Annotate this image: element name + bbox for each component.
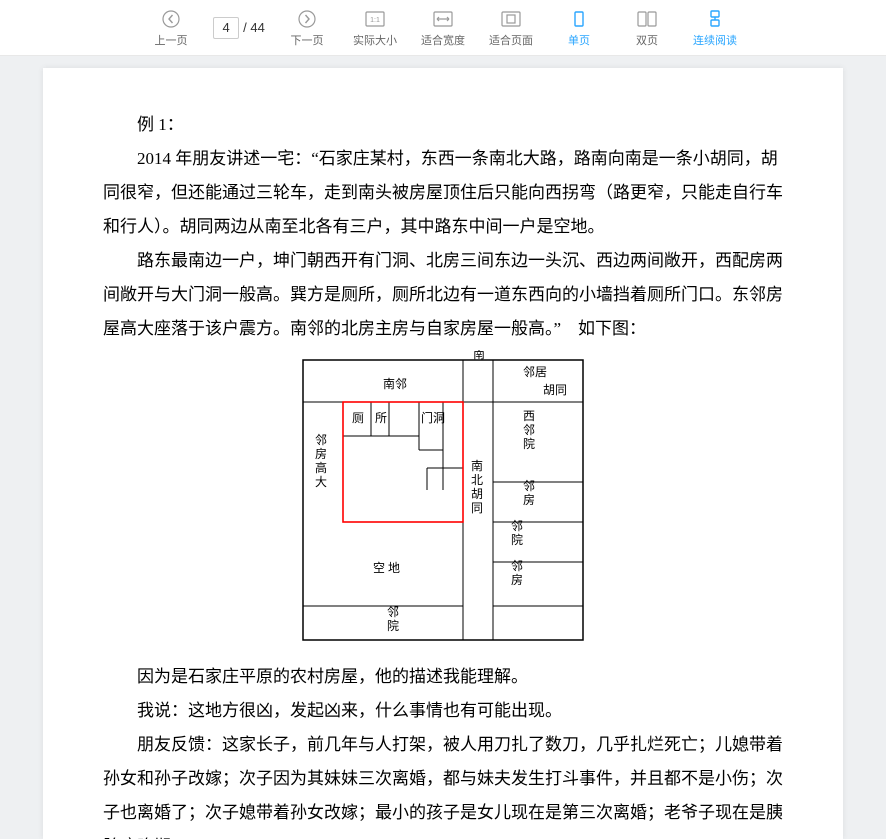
fit-width-label: 适合宽度 bbox=[421, 32, 465, 48]
svg-text:邻: 邻 bbox=[523, 479, 535, 493]
svg-text:所: 所 bbox=[375, 411, 387, 425]
svg-text:同: 同 bbox=[471, 501, 483, 515]
single-page-icon bbox=[568, 8, 590, 30]
svg-text:院: 院 bbox=[387, 619, 399, 633]
double-page-button[interactable]: 双页 bbox=[617, 4, 677, 52]
document-page: 例 1： 2014 年朋友讲述一宅：“石家庄某村，东西一条南北大路，路南向南是一… bbox=[43, 68, 843, 839]
paragraph-body: 我说：这地方很凶，发起凶来，什么事情也有可能出现。 bbox=[103, 694, 783, 728]
document-viewport[interactable]: 例 1： 2014 年朋友讲述一宅：“石家庄某村，东西一条南北大路，路南向南是一… bbox=[0, 56, 886, 839]
next-page-label: 下一页 bbox=[291, 32, 324, 48]
svg-text:邻: 邻 bbox=[511, 559, 523, 573]
single-page-button[interactable]: 单页 bbox=[549, 4, 609, 52]
svg-text:邻: 邻 bbox=[511, 519, 523, 533]
svg-text:院: 院 bbox=[511, 533, 523, 547]
chevron-left-icon bbox=[161, 8, 181, 30]
svg-text:大: 大 bbox=[315, 475, 327, 489]
actual-size-label: 实际大小 bbox=[353, 32, 397, 48]
total-pages-label: / 44 bbox=[243, 20, 265, 35]
fit-page-icon bbox=[500, 8, 522, 30]
reader-toolbar: 上一页 4 / 44 下一页 1:1 实际大小 适合宽度 适合页面 单页 bbox=[0, 0, 886, 56]
svg-text:南: 南 bbox=[473, 350, 485, 361]
paragraph-body: 2014 年朋友讲述一宅：“石家庄某村，东西一条南北大路，路南向南是一条小胡同，… bbox=[103, 142, 783, 244]
svg-text:邻居: 邻居 bbox=[523, 365, 547, 379]
floorplan-svg: 南南邻邻居胡同厕所门洞邻房高大西邻院南北胡同邻房邻院邻房空 地邻院 bbox=[293, 350, 593, 650]
fit-page-label: 适合页面 bbox=[489, 32, 533, 48]
fit-width-icon bbox=[432, 8, 454, 30]
svg-text:西: 西 bbox=[523, 409, 535, 423]
svg-text:1:1: 1:1 bbox=[370, 17, 380, 24]
svg-text:南: 南 bbox=[471, 458, 483, 473]
double-page-label: 双页 bbox=[636, 32, 658, 48]
continuous-button[interactable]: 连续阅读 bbox=[685, 4, 745, 52]
svg-text:邻: 邻 bbox=[387, 605, 399, 619]
single-page-label: 单页 bbox=[568, 32, 590, 48]
paragraph-body: 朋友反馈：这家长子，前几年与人打架，被人用刀扎了数刀，几乎扎烂死亡；儿媳带着孙女… bbox=[103, 728, 783, 839]
svg-text:厕: 厕 bbox=[352, 411, 364, 425]
svg-text:胡同: 胡同 bbox=[543, 383, 567, 397]
paragraph-body: 因为是石家庄平原的农村房屋，他的描述我能理解。 bbox=[103, 660, 783, 694]
svg-text:房: 房 bbox=[523, 492, 535, 507]
paragraph-body: 路东最南边一户，坤门朝西开有门洞、北房三间东边一头沉、西边两间敞开，西配房两间敞… bbox=[103, 244, 783, 346]
svg-text:高: 高 bbox=[315, 460, 327, 475]
actual-size-icon: 1:1 bbox=[364, 8, 386, 30]
actual-size-button[interactable]: 1:1 实际大小 bbox=[345, 4, 405, 52]
svg-text:空 地: 空 地 bbox=[373, 561, 400, 575]
svg-text:院: 院 bbox=[523, 437, 535, 451]
svg-text:房: 房 bbox=[511, 572, 523, 587]
svg-text:房: 房 bbox=[315, 446, 327, 461]
svg-text:邻: 邻 bbox=[315, 433, 327, 447]
svg-text:邻: 邻 bbox=[523, 423, 535, 437]
prev-page-label: 上一页 bbox=[155, 32, 188, 48]
next-page-button[interactable]: 下一页 bbox=[277, 4, 337, 52]
paragraph-heading: 例 1： bbox=[103, 108, 783, 142]
current-page-input[interactable]: 4 bbox=[213, 17, 239, 39]
svg-text:门洞: 门洞 bbox=[421, 410, 445, 425]
svg-text:胡: 胡 bbox=[471, 487, 483, 501]
floorplan-diagram: 南南邻邻居胡同厕所门洞邻房高大西邻院南北胡同邻房邻院邻房空 地邻院 bbox=[103, 350, 783, 650]
page-indicator: 4 / 44 bbox=[209, 17, 269, 39]
double-page-icon bbox=[636, 8, 658, 30]
chevron-right-icon bbox=[297, 8, 317, 30]
continuous-label: 连续阅读 bbox=[693, 32, 737, 48]
svg-text:南邻: 南邻 bbox=[383, 376, 407, 391]
prev-page-button[interactable]: 上一页 bbox=[141, 4, 201, 52]
fit-page-button[interactable]: 适合页面 bbox=[481, 4, 541, 52]
svg-text:北: 北 bbox=[471, 473, 483, 487]
continuous-icon bbox=[704, 8, 726, 30]
fit-width-button[interactable]: 适合宽度 bbox=[413, 4, 473, 52]
